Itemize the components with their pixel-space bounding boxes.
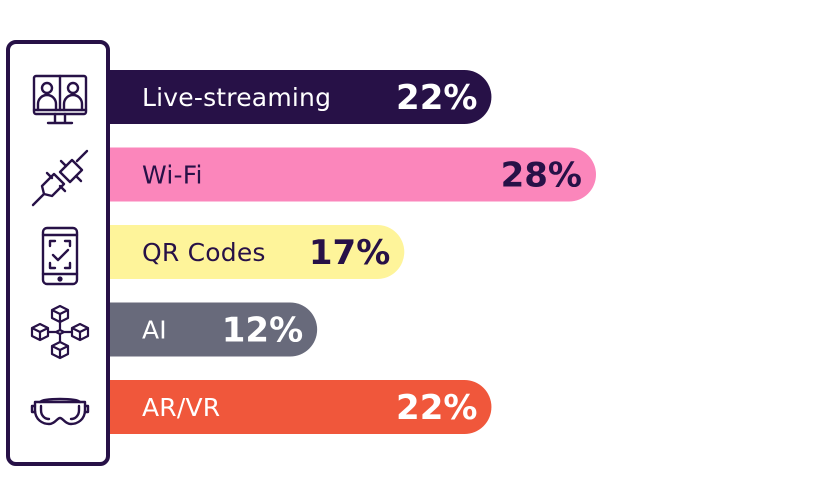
plug-icon bbox=[30, 148, 90, 208]
video-call-monitor-icon bbox=[30, 70, 90, 130]
bar-wi-fi bbox=[108, 147, 596, 202]
bar-value-wi-fi: 28% bbox=[501, 156, 582, 196]
bar-label-ar-vr: AR/VR bbox=[142, 393, 220, 422]
bar-live-streaming bbox=[108, 70, 492, 124]
bar-value-ar-vr: 22% bbox=[396, 388, 477, 428]
phone-qr-icon bbox=[30, 226, 90, 286]
bar-label-wi-fi: Wi-Fi bbox=[142, 161, 203, 190]
bar-label-live-streaming: Live-streaming bbox=[142, 83, 331, 112]
blockchain-cubes-icon bbox=[30, 304, 90, 364]
vr-goggles-icon bbox=[30, 382, 90, 442]
bar-value-ai: 12% bbox=[222, 311, 303, 351]
bar-value-qr-codes: 17% bbox=[309, 233, 390, 273]
bar-label-qr-codes: QR Codes bbox=[142, 238, 266, 267]
bar-value-live-streaming: 22% bbox=[396, 78, 477, 118]
bar-ar-vr bbox=[108, 380, 492, 434]
bar-qr-codes bbox=[108, 225, 405, 279]
bars: Live-streaming 22% Wi-Fi 28% QR Codes 17% AI 12… bbox=[108, 70, 596, 434]
bar-ai bbox=[108, 302, 318, 357]
bar-label-ai: AI bbox=[142, 316, 167, 345]
icon-panel bbox=[6, 40, 110, 466]
